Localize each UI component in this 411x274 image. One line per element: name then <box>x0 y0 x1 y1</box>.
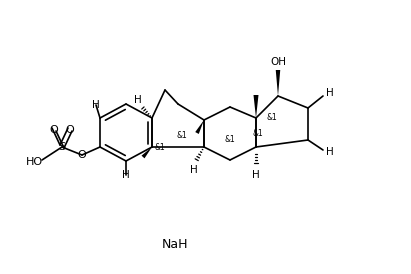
Text: OH: OH <box>270 57 286 67</box>
Text: HO: HO <box>25 157 43 167</box>
Text: &1: &1 <box>177 130 187 139</box>
Text: NaH: NaH <box>162 238 188 252</box>
Text: O: O <box>50 125 58 135</box>
Text: &1: &1 <box>267 113 277 122</box>
Text: H: H <box>190 165 198 175</box>
Text: S: S <box>58 142 66 152</box>
Text: H: H <box>92 100 100 110</box>
Polygon shape <box>141 147 152 158</box>
Text: &1: &1 <box>253 129 263 138</box>
Text: &1: &1 <box>155 144 165 153</box>
Text: O: O <box>78 150 86 160</box>
Text: &1: &1 <box>225 136 236 144</box>
Polygon shape <box>254 95 259 118</box>
Text: H: H <box>326 88 334 98</box>
Text: H: H <box>252 170 260 180</box>
Text: H: H <box>122 170 130 180</box>
Text: H: H <box>326 147 334 157</box>
Polygon shape <box>276 70 280 96</box>
Text: H: H <box>134 95 142 105</box>
Text: O: O <box>66 125 74 135</box>
Polygon shape <box>195 120 204 134</box>
